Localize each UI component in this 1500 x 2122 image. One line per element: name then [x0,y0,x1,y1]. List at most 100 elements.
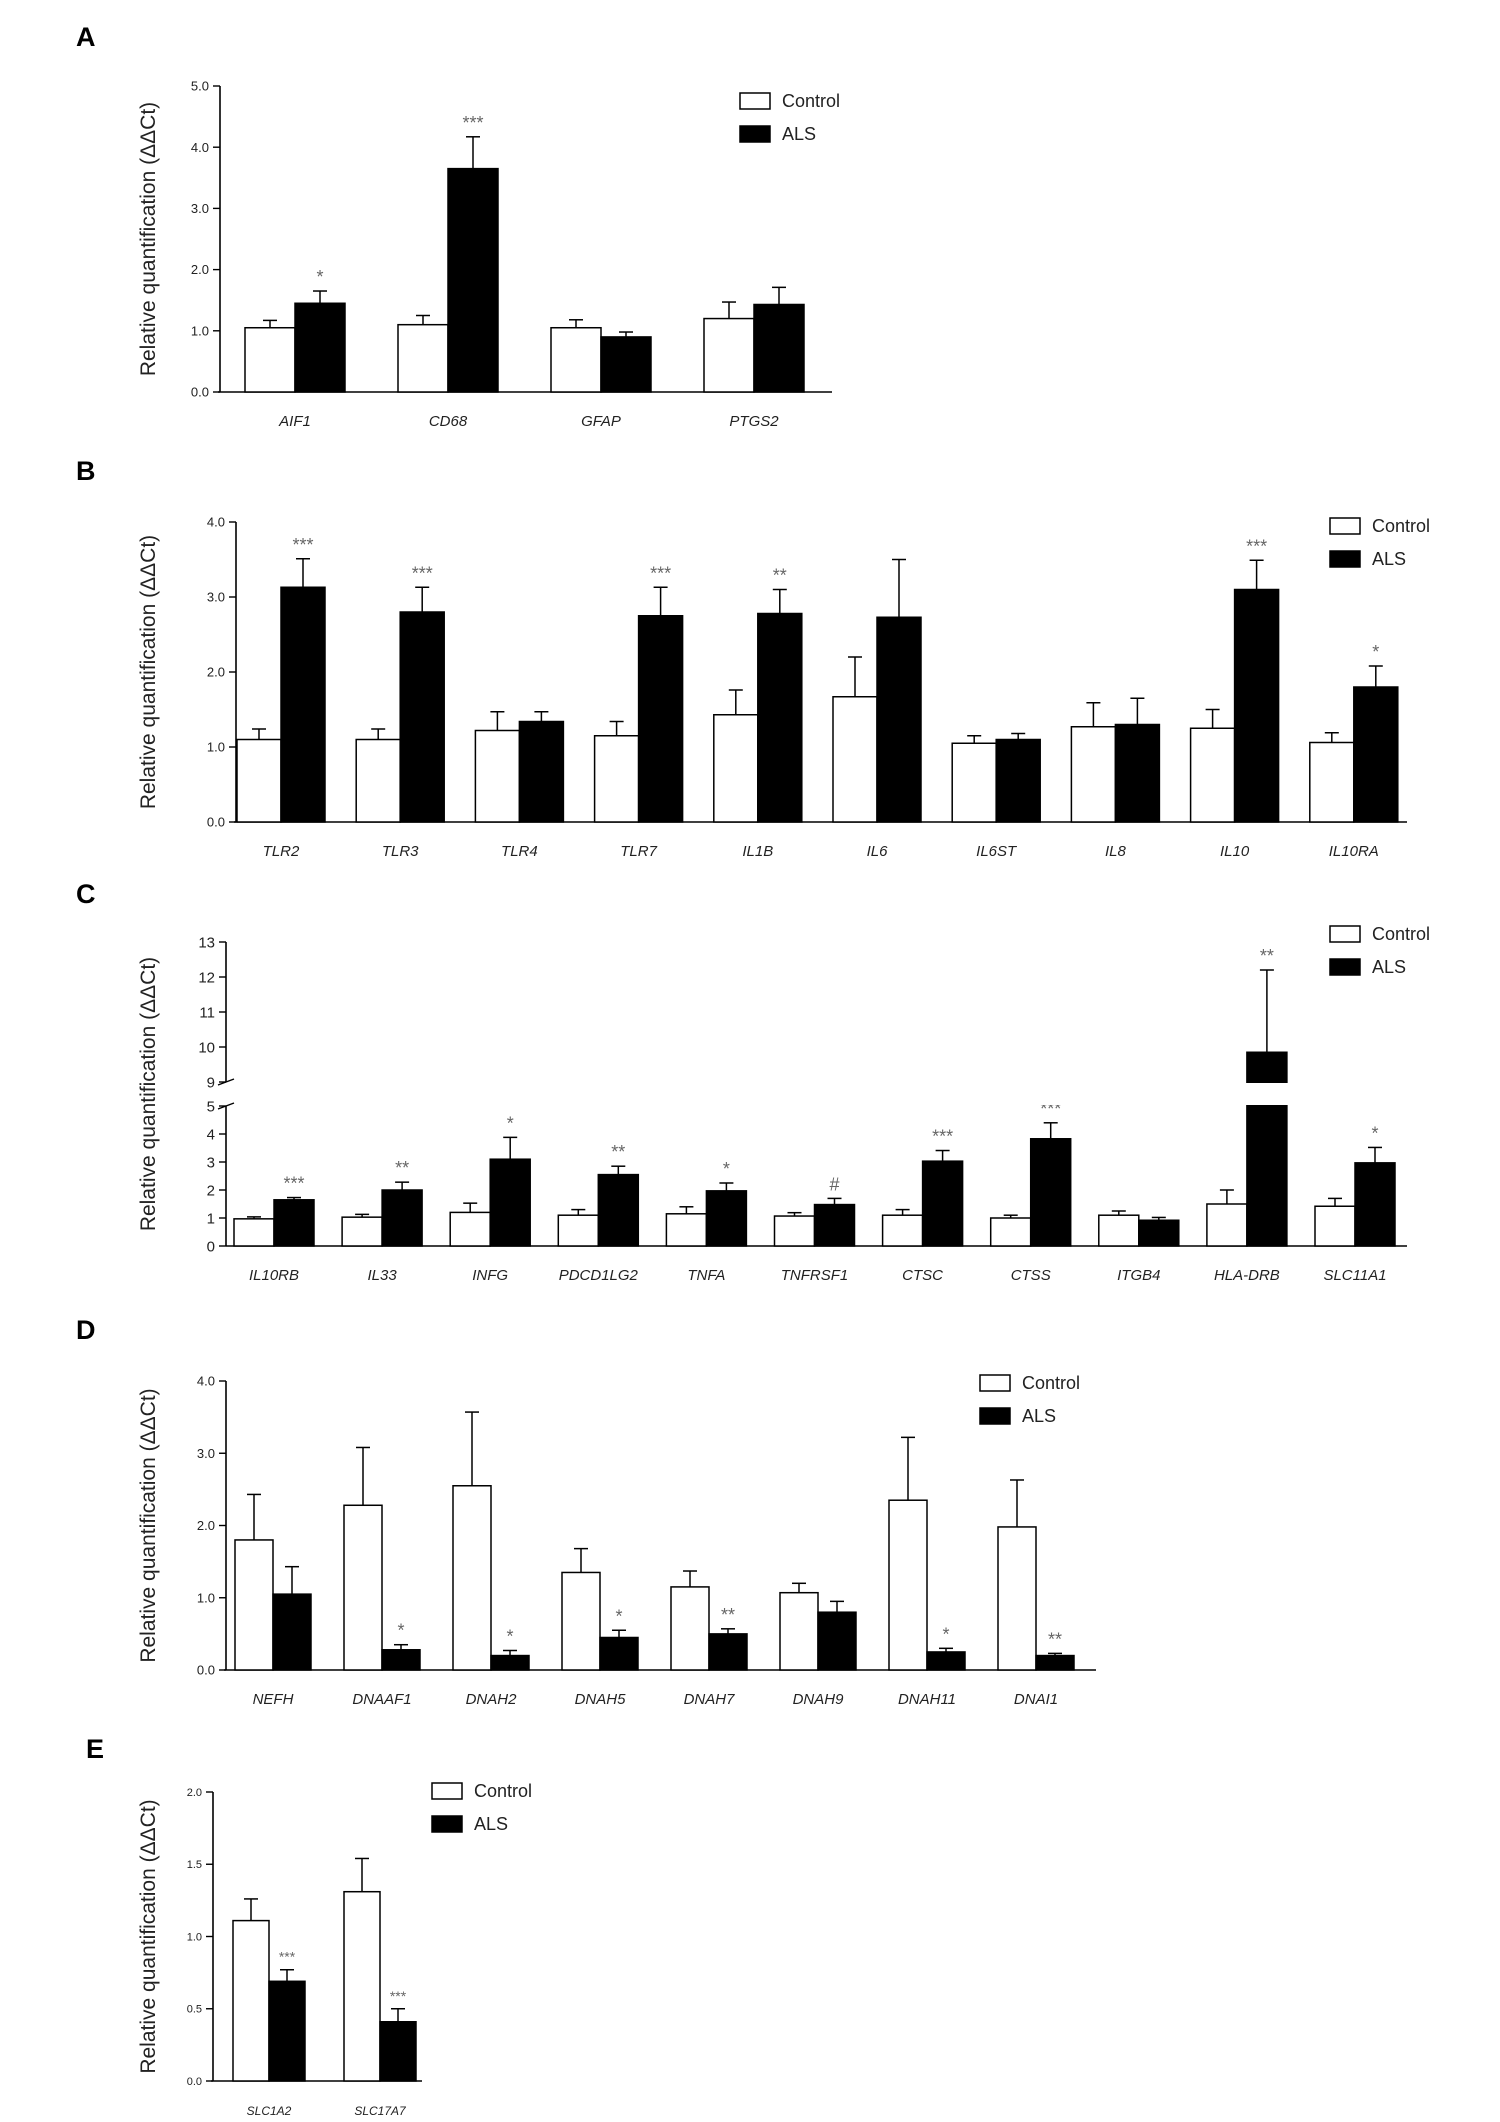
x-tick-label: SLC1A2 [247,2104,292,2118]
control-bar-hla-drb [1206,1203,1248,1247]
x-tick-label: IL10 [1220,843,1250,860]
x-tick-label: DNAH7 [684,1691,736,1708]
legend-control-swatch [1329,517,1361,535]
x-tick-label: PDCD1LG2 [559,1267,639,1284]
legend-als-swatch [739,125,771,143]
control-bar-nefh [234,1539,274,1671]
control-bar-il10 [1189,727,1236,823]
significance-marker: # [829,1174,839,1194]
als-bar-ctss [1029,1138,1072,1247]
als-bar-tlr2 [280,586,326,823]
significance-marker: ** [395,1158,409,1178]
significance-marker: ** [1048,1629,1062,1649]
control-bar-infg [449,1211,491,1247]
y-tick-label: 1 [207,1210,215,1227]
control-bar-tlr7 [593,735,640,823]
als-bar-il33 [381,1189,423,1247]
legend-control-label: Control [782,91,840,111]
control-bar-il1b [713,714,759,823]
control-bar-itgb4 [1098,1214,1140,1247]
x-tick-label: TLR7 [620,843,657,860]
control-bar-il10ra [1309,741,1355,823]
y-tick-label: 1.0 [207,740,225,755]
y-tick-label: 2.0 [191,262,209,277]
y-tick-label: 2.0 [207,665,225,680]
control-bar-dnaaf1 [343,1504,383,1671]
significance-marker: *** [462,113,483,133]
als-bar-dnah11 [926,1651,966,1671]
significance-marker: *** [292,535,313,555]
x-tick-label: CD68 [429,413,468,430]
als-bar-il10rb [273,1199,315,1247]
y-axis-label: Relative quantification (ΔΔCt) [137,535,160,809]
significance-marker: * [723,1159,730,1179]
control-bar-tlr2 [236,738,282,823]
legend-control-swatch [979,1374,1011,1392]
y-tick-label: 0.5 [187,2004,202,2016]
control-bar-tlr3 [355,738,401,823]
als-bar-tnfa [705,1190,748,1247]
als-bar-ctsc [921,1160,964,1247]
y-tick-label: 2.0 [197,1518,215,1533]
x-tick-label: NEFH [253,1691,294,1708]
panel-a: A Relative quantification (ΔΔCt) 0.0 1.0 2.0… [76,22,840,430]
significance-marker: * [615,1606,622,1626]
als-bar-slc17a7 [379,2021,417,2082]
y-tick-label: 3.0 [207,590,225,605]
control-bar-tnfrsf1 [773,1215,816,1247]
panel-b: B Relative quantification (ΔΔCt) 0.0 1.0 2.0… [76,456,1430,860]
significance-marker: *** [279,1949,296,1965]
als-bar-dnah2 [490,1654,530,1671]
y-tick-label: 1.5 [187,1859,202,1871]
y-axis-label: Relative quantification (ΔΔCt) [137,957,160,1231]
x-tick-label: IL6ST [976,843,1018,860]
control-bar-tlr4 [474,729,521,823]
y-tick-label: 11 [199,1004,215,1021]
als-bar-aif1 [294,302,346,393]
x-tick-label: IL8 [1105,843,1127,860]
significance-marker: * [506,1626,513,1646]
control-bar-slc1a2 [232,1919,270,2082]
control-bar-slc17a7 [343,1890,381,2082]
y-axis-label: Relative quantification (ΔΔCt) [137,1799,160,2073]
als-bar-dnah5 [599,1636,639,1671]
x-tick-label: INFG [472,1267,508,1284]
control-bar-dnah11 [888,1499,928,1671]
als-bar-hla-drb [1246,1051,1288,1247]
legend-als-swatch [431,1815,463,1833]
als-bar-ptgs2 [753,303,805,393]
control-bar-ctsc [881,1214,924,1247]
als-bar-il10 [1233,588,1280,823]
x-tick-label: DNAAF1 [352,1691,411,1708]
x-tick-label: TLR2 [263,843,300,860]
y-tick-label: 4.0 [207,515,225,530]
significance-marker: ** [773,566,787,586]
x-tick-label: DNAH2 [466,1691,518,1708]
y-tick-label: 10 [198,1039,215,1056]
y-tick-label: 4 [207,1126,215,1143]
control-bar-il10rb [233,1218,275,1247]
x-tick-label: IL33 [367,1267,397,1284]
x-tick-label: IL6 [867,843,889,860]
y-tick-label: 1.0 [187,1931,202,1943]
panel-label: E [86,1734,104,1764]
x-tick-label: DNAH11 [898,1691,956,1708]
x-tick-label: CTSC [902,1267,943,1284]
als-bar-il8 [1114,723,1161,823]
significance-marker: * [1371,1123,1378,1143]
control-bar-dnah5 [561,1571,601,1671]
control-bar-gfap [550,326,602,393]
y-tick-label: 1.0 [191,323,209,338]
control-bar-slc11a1 [1314,1205,1356,1247]
als-bar-il6 [876,616,922,823]
als-bar-dnai1 [1035,1654,1075,1671]
significance-marker: *** [283,1174,304,1194]
y-tick-label: 12 [198,969,215,986]
panel-label: B [76,456,96,486]
legend-control-swatch [1329,925,1361,943]
panel-d: D Relative quantification (ΔΔCt) 0.0 1.0 2.0… [76,1315,1096,1708]
significance-marker: * [316,267,323,287]
significance-marker: * [507,1113,514,1133]
legend-als-swatch [979,1407,1011,1425]
